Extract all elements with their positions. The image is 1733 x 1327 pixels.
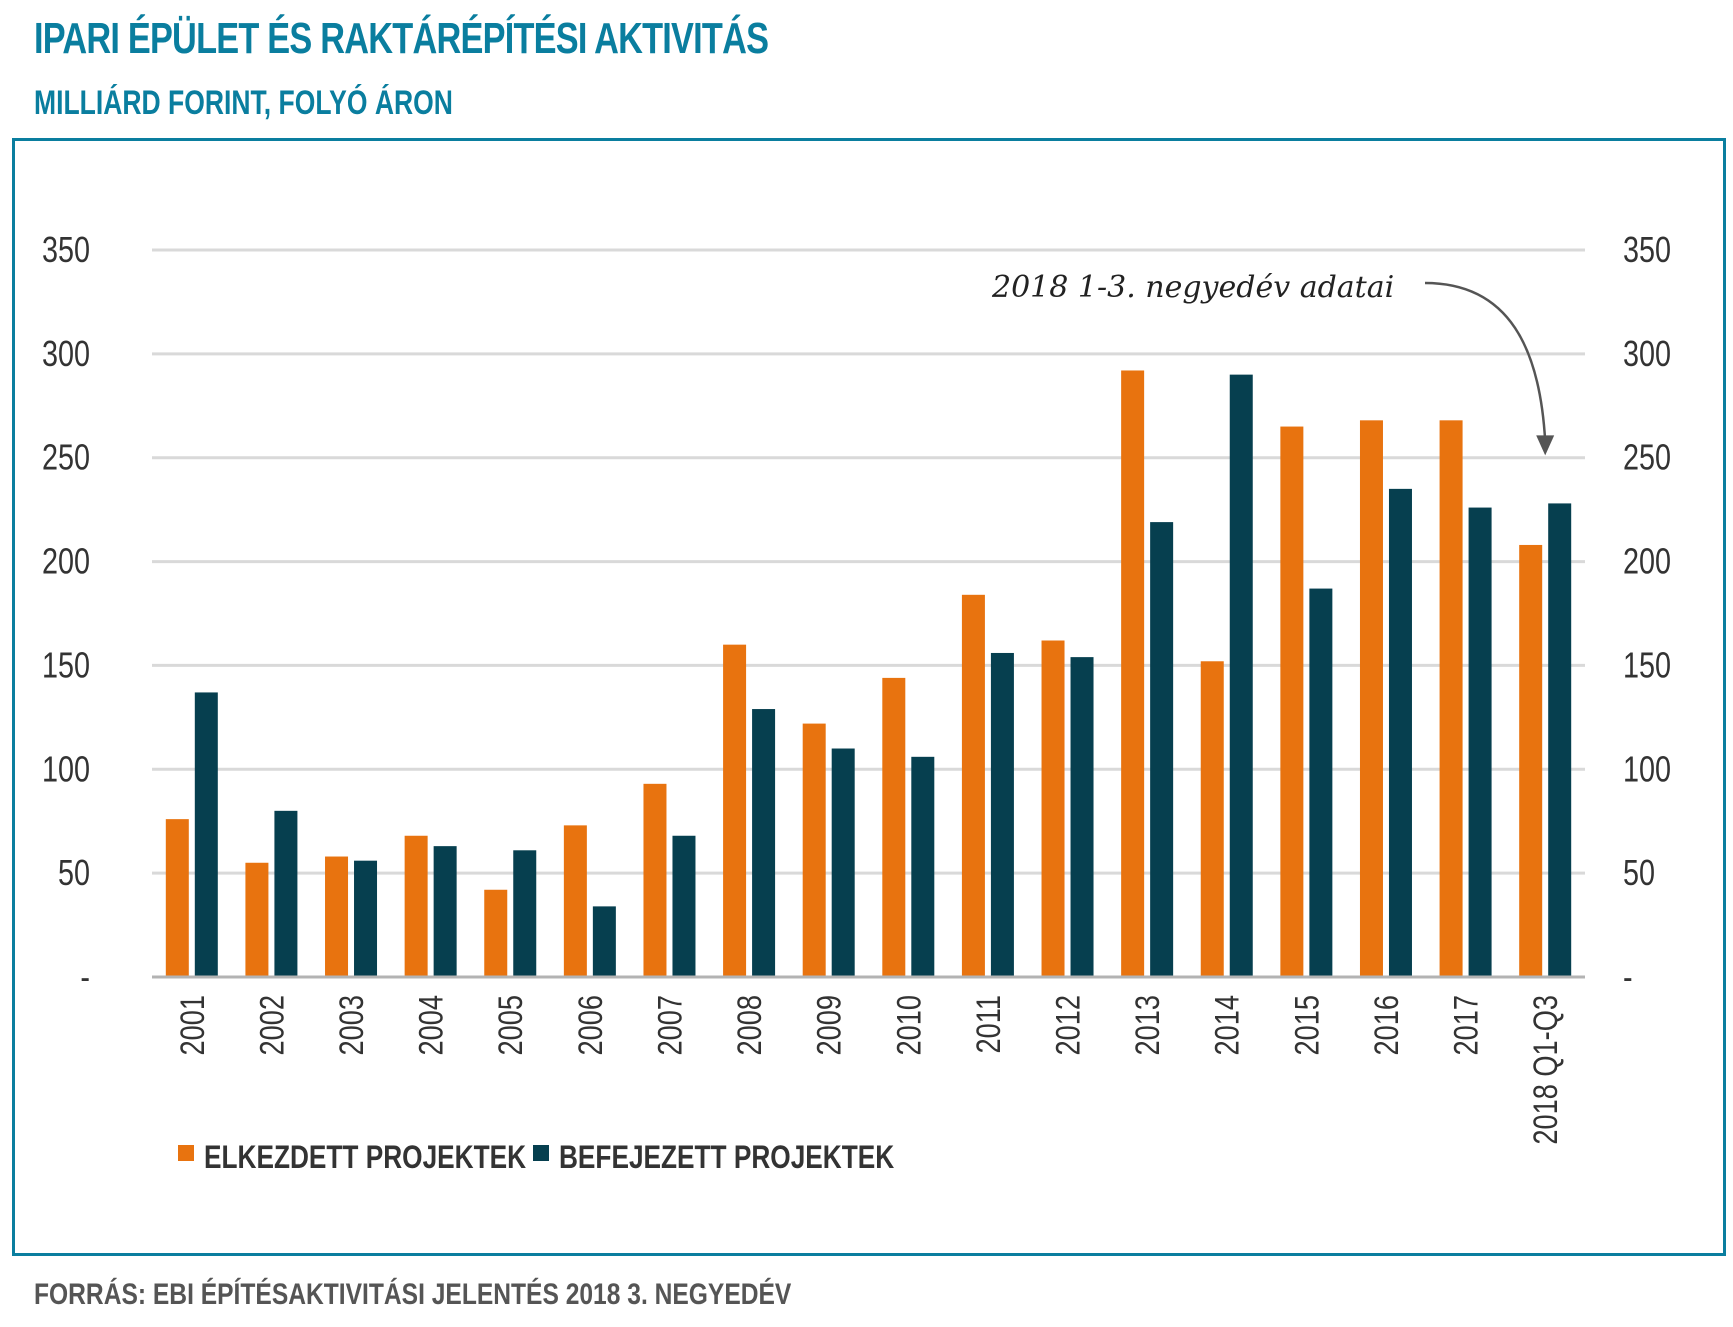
bar-completed — [1070, 657, 1094, 977]
x-tick-label: 2009 — [810, 995, 849, 1055]
bar-completed — [831, 748, 855, 977]
legend-swatch-completed — [533, 1145, 549, 1161]
bar-started — [404, 835, 428, 977]
bar-started — [802, 723, 826, 977]
y-tick-label-left: 250 — [42, 437, 90, 478]
x-tick-label: 2010 — [889, 995, 928, 1055]
x-tick-label: 2011 — [969, 995, 1008, 1053]
bar-started — [1439, 420, 1463, 978]
bars — [165, 370, 1572, 978]
bar-started — [484, 889, 508, 977]
bar-completed — [752, 709, 776, 977]
bar-started — [1121, 370, 1145, 978]
bar-started — [1041, 640, 1065, 977]
x-tick-label: 2003 — [332, 995, 371, 1055]
bar-started — [723, 644, 747, 977]
y-tick-label-left: 100 — [42, 748, 90, 789]
bar-completed — [1150, 522, 1174, 977]
x-tick-label: 2008 — [730, 995, 769, 1055]
bar-completed — [1309, 588, 1333, 977]
bar-completed — [194, 692, 218, 977]
bar-started — [245, 862, 269, 977]
bar-started — [882, 677, 906, 977]
chart-subtitle: MILLIÁRD FORINT, FOLYÓ ÁRON — [34, 84, 453, 122]
grid-lines — [152, 248, 1585, 875]
x-tick-label: 2012 — [1049, 995, 1088, 1055]
x-tick-label: 2005 — [491, 995, 530, 1055]
x-tick-label: 2002 — [252, 995, 291, 1055]
y-tick-label-right: 150 — [1623, 644, 1671, 685]
chart-title: IPARI ÉPÜLET ÉS RAKTÁRÉPÍTÉSI AKTIVITÁS — [34, 14, 769, 63]
x-tick-label: 2014 — [1208, 995, 1247, 1055]
bar-completed — [274, 810, 298, 977]
x-tick-label: 2007 — [651, 995, 690, 1055]
bar-started — [643, 783, 667, 977]
bar-completed — [513, 850, 537, 977]
bar-completed — [1548, 503, 1572, 977]
legend-label-completed: BEFEJEZETT PROJEKTEK — [559, 1141, 894, 1176]
x-tick-label: 2018 Q1-Q3 — [1526, 995, 1565, 1145]
bar-completed — [433, 846, 457, 977]
y-tick-label-right: 50 — [1623, 852, 1655, 893]
y-tick-label-right: 350 — [1623, 229, 1671, 270]
legend: ELKEZDETT PROJEKTEK BEFEJEZETT PROJEKTEK — [178, 1141, 894, 1176]
y-tick-label-left: 200 — [42, 540, 90, 581]
annotation-arrow — [1424, 281, 1547, 442]
y-tick-label-left: - — [80, 956, 90, 997]
axes: - - 50 50 100 100 150 150 200 200 250 250 300 300 350 3… — [42, 229, 1671, 1145]
annotation-arrowhead — [1536, 435, 1555, 456]
y-tick-label-left: 300 — [42, 333, 90, 374]
annotation: 2018 1-3. negyedév adatai — [991, 270, 1555, 456]
legend-label-started: ELKEZDETT PROJEKTEK — [204, 1141, 526, 1176]
y-tick-label-right: 300 — [1623, 333, 1671, 374]
x-tick-label: 2006 — [571, 995, 610, 1055]
y-tick-label-right: - — [1623, 956, 1633, 997]
bar-completed — [592, 906, 616, 977]
x-tick-label: 2015 — [1287, 995, 1326, 1055]
legend-swatch-started — [178, 1145, 194, 1161]
y-tick-label-left: 350 — [42, 229, 90, 270]
bar-completed — [1229, 374, 1253, 978]
y-tick-label-left: 150 — [42, 644, 90, 685]
bar-completed — [911, 756, 935, 977]
source-note: FORRÁS: EBI ÉPÍTÉSAKTIVITÁSI JELENTÉS 20… — [34, 1278, 792, 1311]
y-tick-label-right: 100 — [1623, 748, 1671, 789]
bar-started — [1519, 544, 1543, 977]
bar-started — [1200, 661, 1224, 977]
bar-completed — [672, 835, 696, 977]
x-tick-label: 2016 — [1367, 995, 1406, 1055]
bar-started — [1280, 426, 1304, 977]
bar-completed — [1388, 488, 1412, 977]
bar-started — [325, 856, 349, 977]
bar-completed — [990, 652, 1014, 977]
chart-frame — [12, 138, 1726, 1256]
y-tick-label-right: 200 — [1623, 540, 1671, 581]
y-tick-label-right: 250 — [1623, 437, 1671, 478]
y-tick-label-left: 50 — [58, 852, 90, 893]
x-tick-label: 2017 — [1447, 995, 1486, 1055]
bar-started — [1359, 420, 1383, 978]
bar-started — [563, 825, 587, 977]
annotation-text: 2018 1-3. negyedév adatai — [991, 270, 1394, 305]
bar-started — [961, 594, 985, 977]
bar-completed — [354, 860, 378, 977]
bar-completed — [1468, 507, 1492, 977]
x-tick-label: 2013 — [1128, 995, 1167, 1055]
bar-started — [165, 819, 189, 977]
x-tick-label: 2001 — [173, 995, 212, 1055]
x-tick-label: 2004 — [412, 995, 451, 1055]
